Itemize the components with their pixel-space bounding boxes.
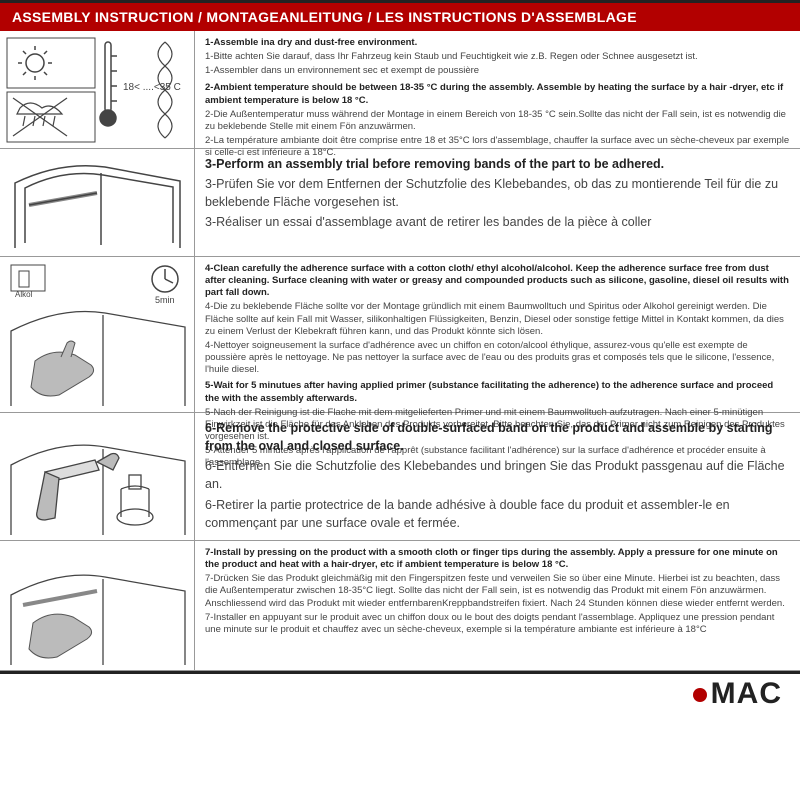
step6-bold: 6-Remove the protective side of double-s… <box>205 419 790 455</box>
text-block-3: 4-Clean carefully the adherence surface … <box>195 257 800 412</box>
step3-bold: 3-Perform an assembly trial before remov… <box>205 155 790 173</box>
step3-de: 3-Prüfen Sie vor dem Entfernen der Schut… <box>205 175 790 211</box>
logo-text: MAC <box>711 677 782 711</box>
step4-fr: 4-Nettoyer soigneusement la surface d'ad… <box>205 340 790 376</box>
step6-de: 6-Entfernen Sie die Schutzfolie des Kleb… <box>205 457 790 493</box>
svg-text:5min: 5min <box>155 295 175 305</box>
step7-bold: 7-Install by pressing on the product wit… <box>205 547 790 571</box>
header-bar: ASSEMBLY INSTRUCTION / MONTAGEANLEITUNG … <box>0 0 800 31</box>
logo-dot-icon <box>693 688 707 702</box>
diagram-peel-tape <box>0 413 195 540</box>
instruction-row-5: 7-Install by pressing on the product wit… <box>0 541 800 671</box>
step7-de: 7-Drücken Sie das Produkt gleichmäßig mi… <box>205 573 790 609</box>
temp-range-label: 18< ....<35 C <box>123 82 181 93</box>
diagram-clean-primer: Alkol 5min <box>0 257 195 412</box>
step5-bold: 5-Wait for 5 minutues after having appli… <box>205 380 790 404</box>
text-block-4: 6-Remove the protective side of double-s… <box>195 413 800 540</box>
step7-fr: 7-Installer en appuyant sur le produit a… <box>205 612 790 636</box>
step1-de: 1-Bitte achten Sie darauf, dass Ihr Fahr… <box>205 51 790 63</box>
instruction-row-3: Alkol 5min 4-Clean carefully the adheren… <box>0 257 800 413</box>
step3-fr: 3-Réaliser un essai d'assemblage avant d… <box>205 213 790 231</box>
svg-text:Alkol: Alkol <box>15 290 33 299</box>
step1-bold: 1-Assemble ina dry and dust-free environ… <box>205 37 790 49</box>
diagram-weather-temp: 18< ....<35 C <box>0 31 195 148</box>
step1-fr: 1-Assembler dans un environnement sec et… <box>205 65 790 77</box>
brand-logo: MAC <box>693 677 782 711</box>
footer: MAC <box>0 671 800 715</box>
text-block-1: 1-Assemble ina dry and dust-free environ… <box>195 31 800 148</box>
text-block-2: 3-Perform an assembly trial before remov… <box>195 149 800 256</box>
text-block-5: 7-Install by pressing on the product wit… <box>195 541 800 670</box>
step4-bold: 4-Clean carefully the adherence surface … <box>205 263 790 299</box>
diagram-press-install <box>0 541 195 670</box>
step2-de: 2-Die Außentemperatur muss während der M… <box>205 109 790 133</box>
step2-bold: 2-Ambient temperature should be between … <box>205 82 790 106</box>
instruction-row-2: 3-Perform an assembly trial before remov… <box>0 149 800 257</box>
instruction-row-4: 6-Remove the protective side of double-s… <box>0 413 800 541</box>
instruction-row-1: 18< ....<35 C 1-Assemble ina dry and dus… <box>0 31 800 149</box>
diagram-car-window <box>0 149 195 256</box>
header-title: ASSEMBLY INSTRUCTION / MONTAGEANLEITUNG … <box>12 9 637 25</box>
step6-fr: 6-Retirer la partie protectrice de la ba… <box>205 496 790 532</box>
step4-de: 4-Die zu beklebende Fläche sollte vor de… <box>205 301 790 337</box>
